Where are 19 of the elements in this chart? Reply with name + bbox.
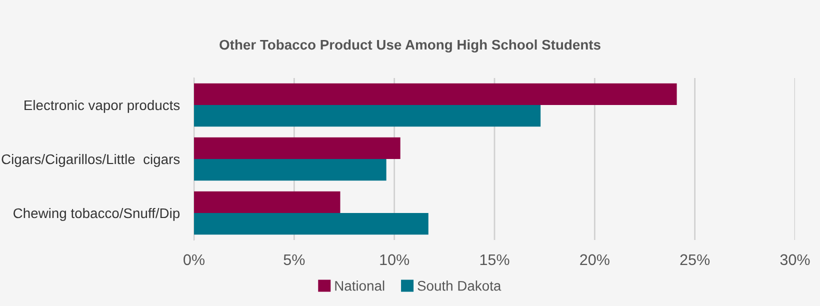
bar [194, 159, 386, 181]
bar [194, 213, 428, 235]
bar [194, 83, 677, 105]
y-tick-label: Cigars/Cigarillos/Little cigars [2, 154, 180, 167]
legend-label: National [335, 280, 384, 291]
y-tick-label: Electronic vapor products [24, 100, 180, 113]
x-tick-label: 25% [680, 254, 710, 266]
legend-label: South Dakota [418, 280, 502, 291]
bar [194, 191, 340, 213]
x-tick-label: 30% [780, 254, 810, 266]
y-tick-label: Chewing tobacco/Snuff/Dip [14, 208, 180, 221]
x-tick-label: 15% [480, 254, 510, 266]
x-tick-label: 20% [580, 254, 610, 266]
chart-title: Other Tobacco Product Use Among High School Students [220, 39, 600, 53]
bar [194, 105, 541, 127]
bar [194, 137, 400, 159]
x-tick-label: 10% [380, 254, 410, 266]
x-tick-label: 5% [284, 254, 305, 266]
x-tick-label: 0% [184, 254, 204, 266]
